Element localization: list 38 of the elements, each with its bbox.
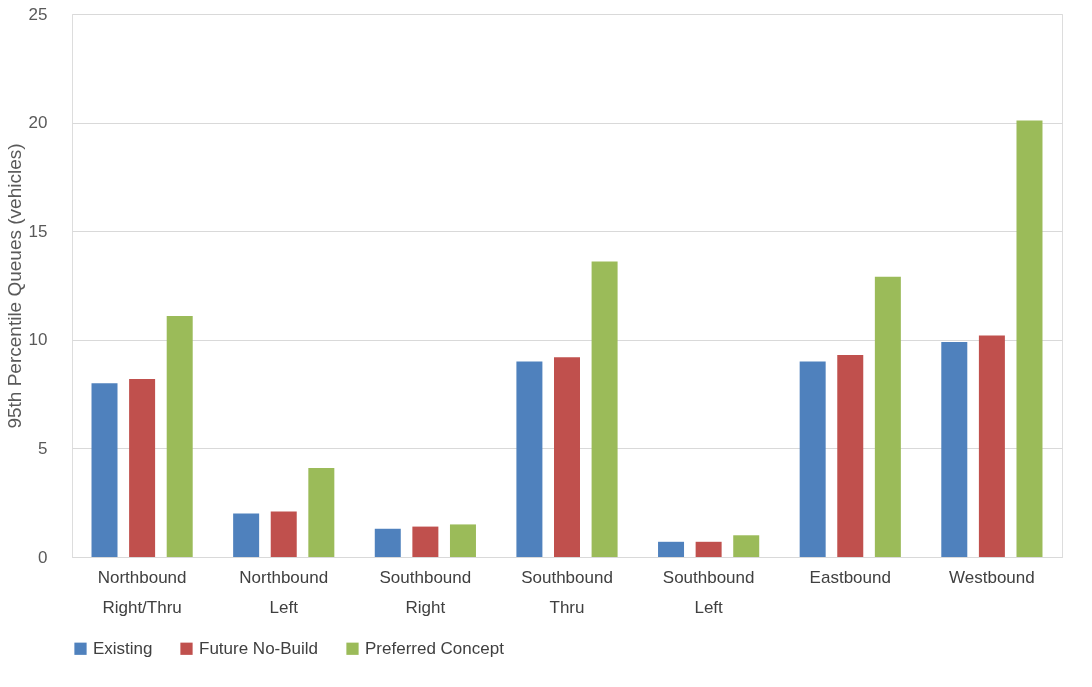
bar (516, 361, 543, 557)
x-tick-label: Eastbound (809, 567, 891, 587)
x-tick-label: Southbound Left (662, 567, 755, 617)
bar (658, 541, 685, 557)
bar (308, 467, 335, 557)
bar (695, 541, 722, 557)
bar (270, 511, 297, 557)
legend-label: Future No-Build (199, 638, 319, 658)
y-tick-label: 0 (38, 547, 48, 567)
y-tick-label: 20 (28, 113, 48, 133)
x-tick-label: Northbound Left (239, 567, 329, 617)
bar (874, 276, 901, 557)
bar (233, 513, 260, 557)
bar (799, 361, 826, 557)
x-tick-label: Westbound (949, 567, 1035, 587)
bar (129, 378, 156, 557)
y-tick-label: 5 (38, 438, 48, 458)
bar (941, 341, 968, 557)
bar (837, 355, 864, 557)
bar (412, 526, 439, 557)
x-tick-label: Southbound Right (379, 567, 472, 617)
bar (91, 383, 118, 557)
y-axis-title: 95th Percentile Queues (vehicles) (3, 143, 25, 429)
bar (166, 315, 193, 557)
bar (449, 524, 476, 557)
y-tick-label: 15 (28, 221, 48, 241)
bar (1016, 120, 1043, 557)
y-tick-label: 10 (28, 330, 48, 350)
y-tick-label: 25 (28, 4, 48, 24)
bar (733, 535, 760, 557)
bar (554, 357, 580, 557)
legend-label: Preferred Concept (365, 638, 505, 658)
x-tick-label: Southbound Thru (521, 567, 613, 617)
bar (978, 335, 1005, 557)
bar (591, 261, 618, 557)
legend-label: Existing (93, 638, 153, 658)
x-tick-label: Northbound Right/Thru (97, 567, 187, 617)
bar (374, 528, 401, 557)
